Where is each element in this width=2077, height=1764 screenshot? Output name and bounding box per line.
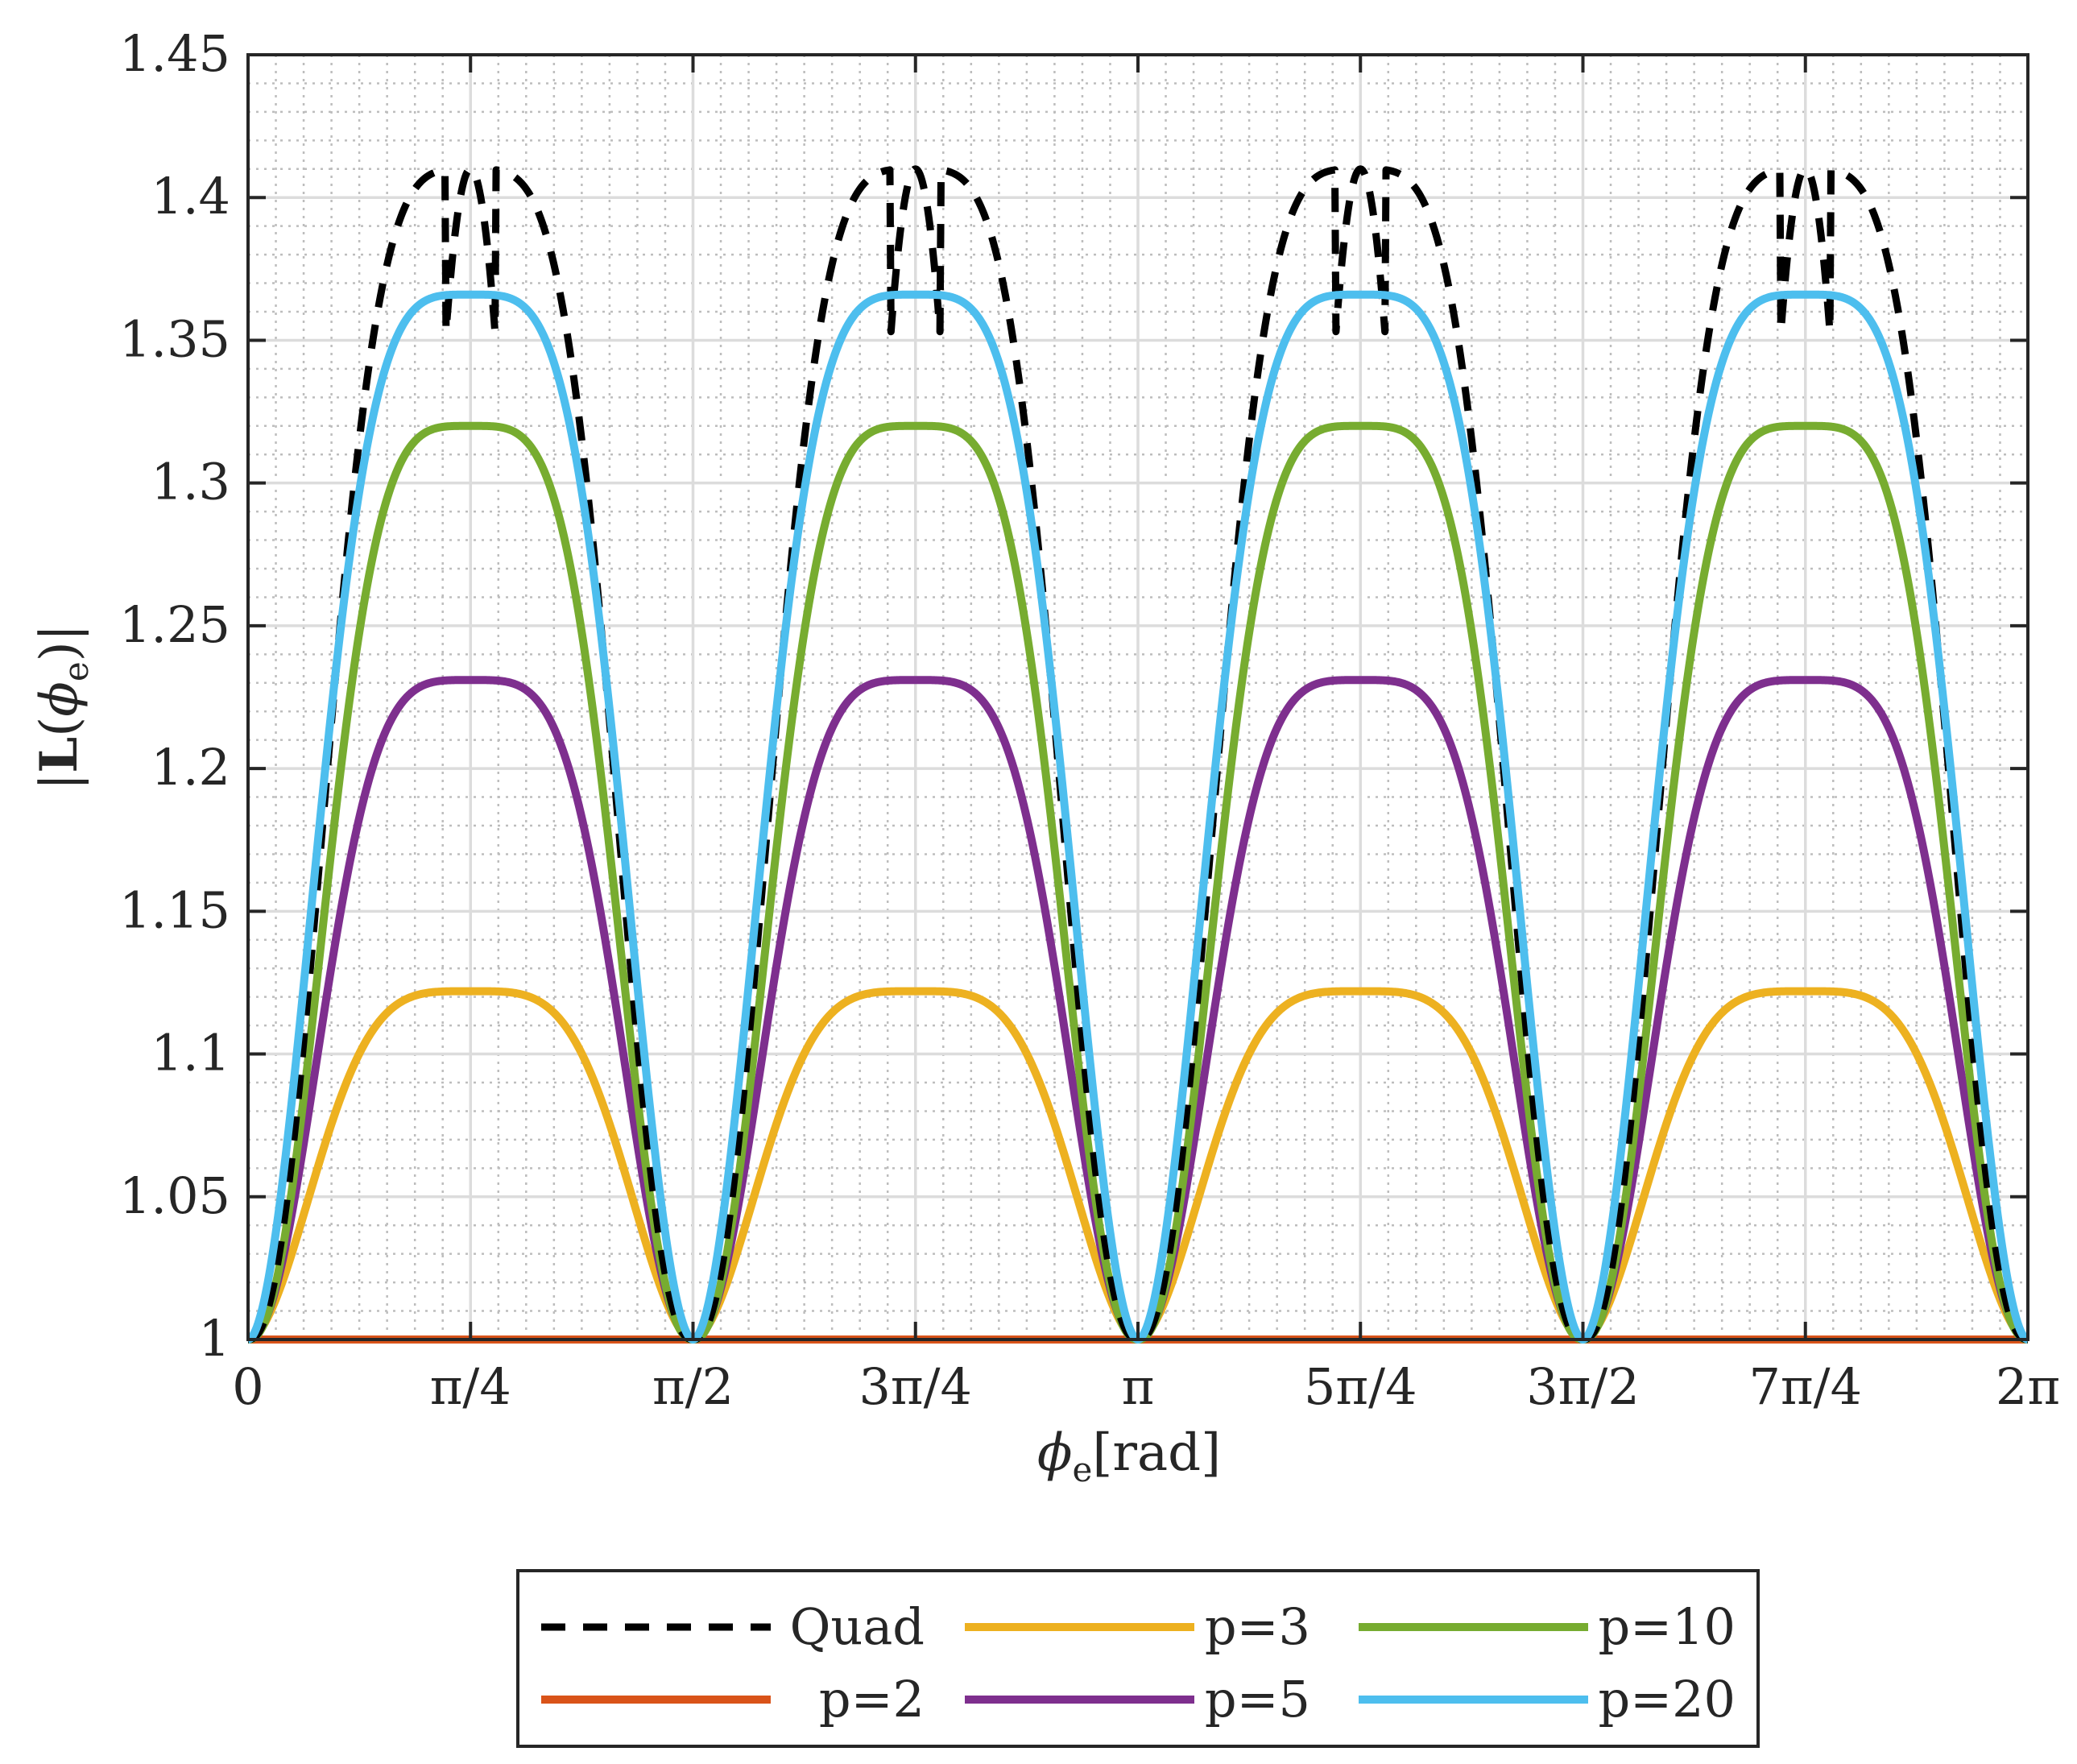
y-axis-label-open: | (30, 773, 89, 791)
x-tick-label: π/2 (652, 1357, 734, 1416)
y-axis-label-L: L (29, 737, 89, 773)
y-axis-label-phi: ϕ (30, 681, 89, 717)
y-tick-label: 1.2 (151, 738, 230, 797)
y-tick-label: 1.05 (119, 1166, 230, 1225)
x-tick-label: 7π/4 (1748, 1357, 1862, 1416)
legend: Quad p=2 p=3 p=5 p=10 p=20 (516, 1569, 1760, 1748)
x-tick-label: 3π/2 (1526, 1357, 1640, 1416)
legend-box (516, 1569, 1760, 1748)
y-tick-label: 1.45 (119, 24, 230, 83)
x-tick-label: π (1122, 1357, 1155, 1416)
x-tick-label: 5π/4 (1304, 1357, 1417, 1416)
y-axis-label-paren-open: ( (30, 717, 89, 737)
y-tick-labels: 1 1.05 1.1 1.15 1.2 1.25 1.3 1.35 1.4 1.45 (119, 24, 230, 1368)
x-tick-label: 0 (232, 1357, 263, 1416)
x-axis-label-phi: ϕ (1037, 1423, 1073, 1483)
x-axis-label-sub: e (1073, 1450, 1093, 1489)
y-tick-label: 1 (199, 1309, 230, 1368)
axes (246, 53, 2029, 1341)
legend-label: p=2 (819, 1670, 925, 1729)
y-tick-label: 1.15 (119, 880, 230, 939)
y-tick-label: 1.35 (119, 309, 230, 368)
x-tick-labels: 0 π/4 π/2 3π/4 π 5π/4 3π/2 7π/4 2π (232, 1357, 2060, 1416)
y-tick-label: 1.3 (151, 453, 230, 511)
legend-label: p=20 (1598, 1670, 1736, 1729)
legend-label: Quad (790, 1597, 925, 1656)
x-tick-label: 3π/4 (859, 1357, 972, 1416)
legend-label: p=10 (1598, 1597, 1736, 1656)
x-axis-label-unit: [rad] (1092, 1423, 1221, 1483)
y-axis-label-sub: e (56, 661, 96, 681)
x-tick-label: π/4 (430, 1357, 511, 1416)
y-tick-label: 1.25 (119, 595, 230, 654)
x-axis-label: ϕe[rad] (1037, 1423, 1221, 1489)
legend-label: p=3 (1205, 1597, 1310, 1656)
y-axis-label: |L(ϕe)| (29, 624, 96, 791)
legend-label: p=5 (1205, 1670, 1310, 1729)
y-axis-label-close: )| (30, 624, 89, 662)
x-tick-label: 2π (1996, 1357, 2060, 1416)
y-tick-label: 1.1 (151, 1024, 230, 1083)
y-tick-label: 1.4 (151, 167, 230, 226)
series-line-quad (245, 165, 2031, 1344)
